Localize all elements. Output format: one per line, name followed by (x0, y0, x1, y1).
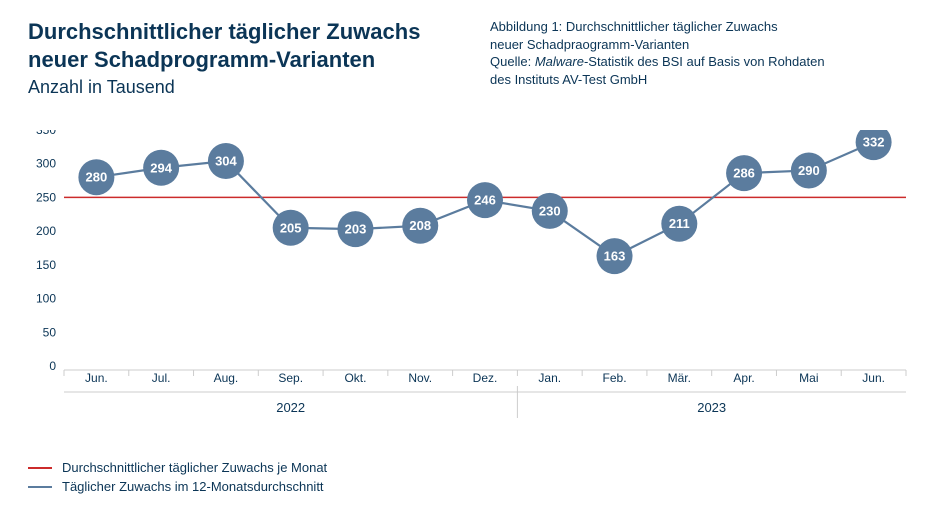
x-tick-label: Jun. (862, 371, 885, 385)
x-tick-label: Mär. (668, 371, 691, 385)
y-tick-label: 250 (36, 190, 56, 204)
y-tick-label: 350 (36, 130, 56, 137)
caption-line4: des Instituts AV-Test GmbH (490, 71, 825, 89)
caption-line3-italic: Malware (535, 54, 584, 69)
data-value-label: 290 (798, 163, 820, 178)
legend-swatch-blue (28, 486, 52, 488)
data-value-label: 208 (409, 218, 431, 233)
x-tick-label: Jun. (85, 371, 108, 385)
year-label: 2023 (697, 400, 726, 415)
title-line1: Durchschnittlicher täglicher Zuwachs (28, 18, 420, 46)
caption-line1: Abbildung 1: Durchschnittlicher tägliche… (490, 18, 825, 36)
subtitle: Anzahl in Tausend (28, 77, 420, 98)
title-block: Durchschnittlicher täglicher Zuwachs neu… (28, 18, 420, 98)
data-value-label: 205 (280, 220, 302, 235)
legend: Durchschnittlicher täglicher Zuwachs je … (28, 460, 327, 498)
legend-item: Täglicher Zuwachs im 12-Monatsdurchschni… (28, 479, 327, 494)
x-tick-label: Aug. (214, 371, 239, 385)
data-value-label: 286 (733, 166, 755, 181)
caption-line3-suffix: -Statistik des BSI auf Basis von Rohdate… (584, 54, 825, 69)
x-tick-label: Jan. (538, 371, 561, 385)
y-tick-label: 0 (49, 359, 56, 373)
caption-line2: neuer Schadpraogramm-Varianten (490, 36, 825, 54)
x-tick-label: Okt. (344, 371, 366, 385)
y-tick-label: 150 (36, 258, 56, 272)
legend-swatch-red (28, 467, 52, 469)
figure-caption: Abbildung 1: Durchschnittlicher tägliche… (490, 18, 825, 88)
y-tick-label: 100 (36, 292, 56, 306)
x-tick-label: Dez. (473, 371, 498, 385)
data-value-label: 230 (539, 203, 561, 218)
x-tick-label: Nov. (408, 371, 432, 385)
x-tick-label: Mai (799, 371, 818, 385)
malware-growth-chart: 0 50 100 150 200 250 300 350 280 294 304 205 203 208 2… (28, 130, 916, 430)
year-label: 2022 (276, 400, 305, 415)
legend-label: Durchschnittlicher täglicher Zuwachs je … (62, 460, 327, 475)
data-value-label: 163 (604, 249, 626, 264)
title-line2: neuer Schadprogramm-Varianten (28, 46, 420, 74)
data-value-label: 211 (669, 216, 690, 231)
data-value-label: 304 (215, 154, 237, 169)
y-tick-label: 300 (36, 157, 56, 171)
x-tick-label: Sep. (278, 371, 303, 385)
data-value-label: 203 (345, 222, 367, 237)
legend-item: Durchschnittlicher täglicher Zuwachs je … (28, 460, 327, 475)
data-value-label: 332 (863, 135, 885, 150)
y-tick-label: 50 (43, 325, 57, 339)
x-tick-label: Feb. (603, 371, 627, 385)
y-tick-label: 200 (36, 224, 56, 238)
caption-line3-prefix: Quelle: (490, 54, 535, 69)
data-value-label: 280 (86, 170, 108, 185)
data-value-label: 246 (474, 193, 496, 208)
x-tick-label: Jul. (152, 371, 171, 385)
caption-line3: Quelle: Malware-Statistik des BSI auf Ba… (490, 53, 825, 71)
data-value-label: 294 (150, 160, 172, 175)
x-tick-label: Apr. (733, 371, 754, 385)
legend-label: Täglicher Zuwachs im 12-Monatsdurchschni… (62, 479, 324, 494)
